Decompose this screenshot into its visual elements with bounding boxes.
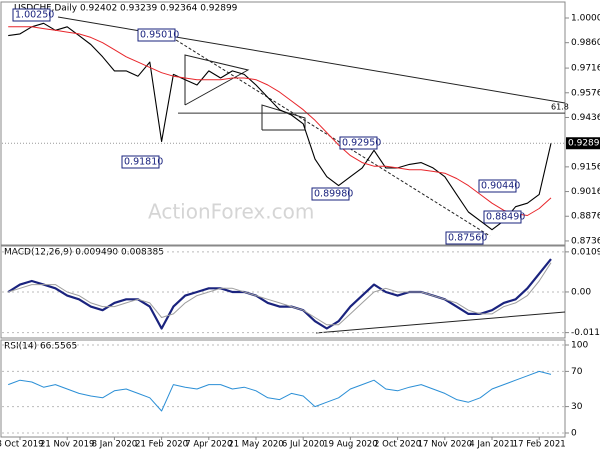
x-tick-label: 19 Aug 2020 (323, 440, 377, 450)
price-panel (0, 1, 566, 246)
x-tick-label: 2 Oct 2020 (374, 440, 421, 450)
annotation: 0.89980 (314, 189, 353, 200)
annotation-box (339, 136, 378, 150)
trend-line (175, 39, 491, 237)
y-tick-label: 0.010967 (571, 247, 600, 257)
x-tick-label: 17 Feb 2021 (513, 440, 566, 450)
annotation-box (12, 8, 51, 22)
fib-label: 61.8 (551, 103, 569, 112)
annotation: 0.91810 (124, 157, 163, 168)
annotation-box (311, 187, 350, 201)
macd-title: MACD(12,26,9) 0.009490 0.008385 (4, 248, 164, 258)
y-tick-label: -0.011127 (571, 328, 600, 338)
x-tick-label: 8 Jan 2020 (92, 440, 138, 450)
annotation: 0.95010 (140, 30, 179, 41)
annotation-box (121, 155, 160, 169)
annotation: 0.87560 (448, 233, 487, 244)
x-tick-label: 8 Oct 2019 (0, 440, 44, 450)
series-line (7, 258, 552, 330)
y-tick-label: 100 (571, 341, 588, 351)
annotation-box (478, 179, 517, 193)
series-line (8, 262, 552, 326)
x-tick-label: 6 Jul 2020 (282, 440, 325, 450)
annotation: 0.88490 (486, 212, 525, 223)
annotation-box (445, 231, 484, 245)
y-tick-label: 30 (571, 402, 583, 412)
series-line (8, 26, 552, 216)
x-tick-label: 7 Apr 2020 (185, 440, 232, 450)
annotation: 1.00250 (15, 10, 54, 21)
rsi-title: RSI(14) 66.5565 (4, 342, 77, 352)
rsi-panel (0, 339, 566, 438)
y-tick-label: 0.00 (571, 287, 591, 297)
annotation-box (483, 210, 522, 224)
y-tick-label: 0 (571, 429, 577, 439)
x-tick-label: 21 Nov 2019 (40, 440, 94, 450)
x-tick-label: 4 Jan 2021 (469, 440, 515, 450)
watermark: ActionForex.com (148, 200, 314, 224)
pattern-box (261, 104, 306, 131)
annotation: 0.92950 (342, 138, 381, 149)
annotation-box (137, 28, 176, 42)
last-price-label: 0.92899 (568, 139, 600, 149)
series-line (8, 370, 552, 412)
last-price-box (566, 137, 600, 150)
chart-title: USDCHF,Daily 0.92402 0.93239 0.92364 0.9… (14, 4, 238, 14)
y-tick-label: 70 (571, 367, 583, 377)
x-tick-label: 17 Nov 2020 (418, 440, 472, 450)
x-tick-label: 21 May 2020 (228, 440, 283, 450)
y-tick-label: 0.87360 (571, 236, 600, 246)
macd-trend-line (315, 311, 566, 334)
annotation: 0.90440 (481, 181, 520, 192)
series-line (8, 22, 552, 231)
x-tick-label: 21 Feb 2020 (135, 440, 188, 450)
